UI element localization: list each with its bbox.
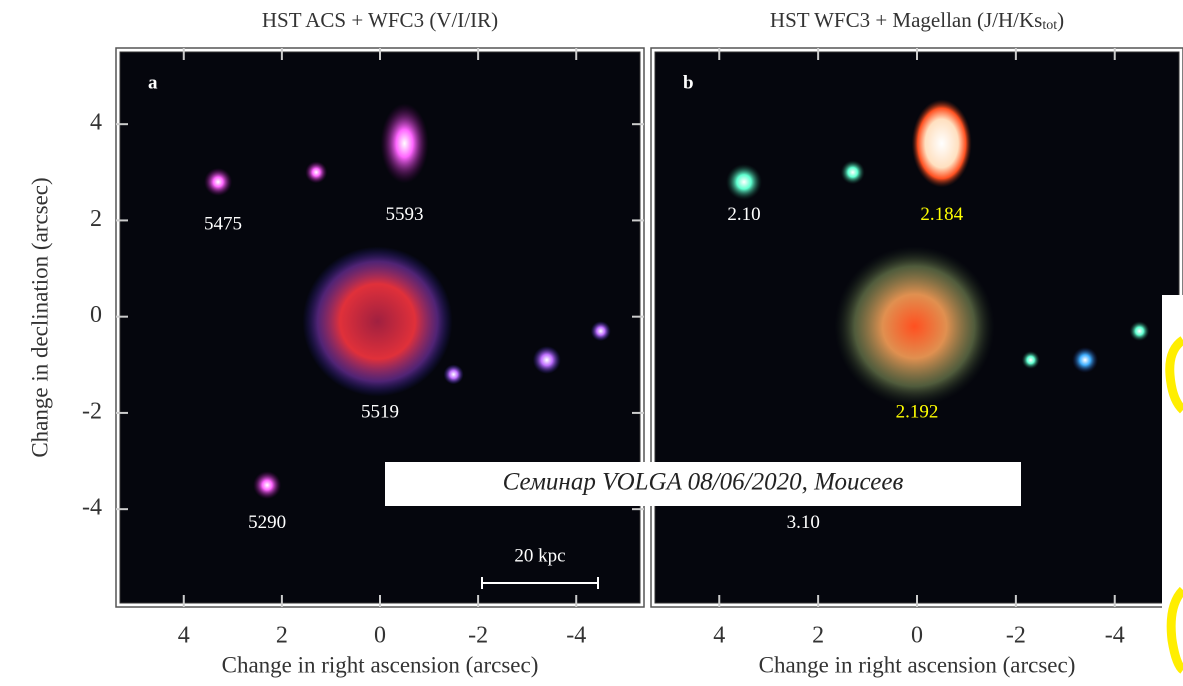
- y-tick-label: 4: [90, 110, 102, 136]
- x-tick-label: -2: [468, 623, 488, 649]
- source: [591, 321, 611, 341]
- x-tick-label: 0: [911, 623, 923, 649]
- source: [305, 161, 327, 183]
- title-text: HST ACS + WFC3 (V/I/IR): [262, 8, 498, 32]
- y-tick-label: -2: [82, 398, 102, 424]
- source: [204, 168, 232, 196]
- source: [726, 164, 762, 200]
- x-tick-label: 4: [178, 623, 190, 649]
- source: [841, 160, 865, 184]
- redshift-label: 3.10: [787, 512, 820, 533]
- y-axis-label: Change in declination (arcsec): [27, 177, 52, 457]
- source: [1072, 347, 1098, 373]
- redshift-label: 5290: [248, 512, 286, 533]
- x-tick-label: 0: [374, 623, 386, 649]
- y-tick-label: 0: [90, 302, 102, 328]
- source: [303, 246, 453, 396]
- x-axis-label: Change in right ascension (arcsec): [759, 652, 1076, 677]
- source: [1022, 351, 1040, 369]
- redshift-label: 2.192: [896, 401, 939, 422]
- redshift-label: 5519: [361, 401, 399, 422]
- source: [912, 99, 972, 187]
- redshift-label: 2.10: [727, 204, 760, 225]
- redshift-label: 5475: [204, 214, 242, 235]
- x-tick-label: -4: [566, 623, 586, 649]
- x-axis-label: Change in right ascension (arcsec): [222, 652, 539, 677]
- x-tick-label: 2: [276, 623, 288, 649]
- source: [444, 364, 464, 384]
- source: [835, 246, 995, 406]
- scale-bar-label: 20 kpc: [514, 545, 565, 566]
- page: {"panels":[ {"title":"HST ACS + WFC3 (V/…: [0, 0, 1183, 686]
- title-text: HST WFC3 + Magellan (J/H/Ks: [770, 8, 1042, 32]
- source: [253, 471, 281, 499]
- x-tick-label: 4: [713, 623, 725, 649]
- title-subscript: tot: [1042, 18, 1057, 33]
- title-end: ): [1057, 8, 1064, 32]
- panel-letter: b: [683, 72, 694, 93]
- source: [1129, 321, 1149, 341]
- redshift-label: 2.184: [920, 204, 963, 225]
- y-tick-label: 2: [90, 206, 102, 232]
- x-tick-label: -2: [1006, 623, 1026, 649]
- watermark: Семинар VOLGA 08/06/2020, Моисеев: [503, 469, 904, 496]
- panel-letter: a: [148, 72, 158, 93]
- redshift-label: 5593: [386, 204, 424, 225]
- panel-title: HST WFC3 + Magellan (J/H/Kstot): [770, 8, 1064, 33]
- x-tick-label: -4: [1105, 623, 1125, 649]
- source: [381, 103, 429, 183]
- y-tick-label: -4: [82, 495, 102, 521]
- figure: a 5475 5593 5519 5290 HST ACS + WFC3 (V/I/IR)…: [0, 0, 1183, 686]
- source: [533, 346, 561, 374]
- panel-title: HST ACS + WFC3 (V/I/IR): [262, 8, 498, 32]
- x-tick-label: 2: [812, 623, 824, 649]
